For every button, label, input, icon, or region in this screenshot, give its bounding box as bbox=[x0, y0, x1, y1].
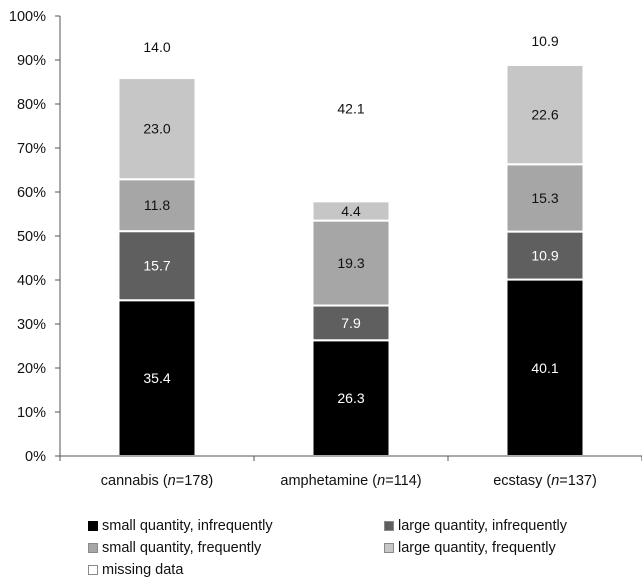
y-tick-label: 50% bbox=[17, 229, 46, 245]
y-tick-label: 90% bbox=[17, 53, 46, 69]
bar-segment bbox=[117, 230, 197, 302]
bar-segment bbox=[311, 304, 391, 342]
data-label: 42.1 bbox=[337, 101, 364, 117]
legend-item-missing-data: missing data bbox=[88, 560, 183, 580]
bar-segment bbox=[117, 15, 197, 80]
bar-segment bbox=[505, 15, 585, 66]
legend-item-small-infrequently: small quantity, infrequently bbox=[88, 516, 273, 536]
data-label: 15.7 bbox=[143, 258, 170, 274]
legend-label: missing data bbox=[102, 562, 184, 578]
y-tick-label: 80% bbox=[17, 97, 46, 113]
data-label: 19.3 bbox=[337, 255, 364, 271]
data-label: 4.4 bbox=[341, 203, 361, 219]
x-tick-label: cannabis (n=178) bbox=[101, 473, 213, 489]
data-label: 7.9 bbox=[341, 315, 361, 331]
y-tick-label: 70% bbox=[17, 141, 46, 157]
data-label: 10.9 bbox=[531, 248, 558, 264]
y-tick-label: 40% bbox=[17, 273, 46, 289]
x-tick-label: ecstasy (n=137) bbox=[493, 473, 597, 489]
legend-swatch bbox=[88, 521, 98, 531]
bar-segment bbox=[311, 339, 391, 457]
y-tick-label: 60% bbox=[17, 185, 46, 201]
bar-segment bbox=[505, 63, 585, 166]
legend-item-large-infrequently: large quantity, infrequently bbox=[384, 516, 567, 536]
legend-label: small quantity, frequently bbox=[102, 540, 262, 556]
legend-item-small-frequently: small quantity, frequently bbox=[88, 538, 261, 558]
legend-swatch bbox=[88, 543, 98, 553]
y-tick-label: 0% bbox=[25, 449, 46, 465]
y-tick-label: 100% bbox=[9, 9, 46, 25]
data-label: 14.0 bbox=[143, 39, 170, 55]
bar-segment bbox=[117, 77, 197, 181]
data-label: 10.9 bbox=[531, 33, 558, 49]
stacked-bar-chart: 35.4 15.7 11.8 23.0 14.0 cannabis (n=178) 26.3… bbox=[9, 9, 642, 489]
bar-segment bbox=[117, 299, 197, 457]
data-label: 26.3 bbox=[337, 390, 364, 406]
data-label: 40.1 bbox=[531, 360, 558, 376]
bar-segment bbox=[311, 15, 391, 203]
legend-label: large quantity, frequently bbox=[398, 540, 556, 556]
bar-segment bbox=[311, 219, 391, 307]
legend-item-large-frequently: large quantity, frequently bbox=[384, 538, 556, 558]
legend-label: large quantity, infrequently bbox=[398, 518, 568, 534]
bar-segment bbox=[505, 163, 585, 233]
x-tick-label: amphetamine (n=114) bbox=[280, 473, 421, 489]
data-label: 11.8 bbox=[144, 197, 170, 213]
data-label: 23.0 bbox=[143, 121, 170, 137]
legend-swatch bbox=[384, 543, 394, 553]
data-label: 22.6 bbox=[531, 107, 558, 123]
legend: small quantity, infrequently large quant… bbox=[88, 516, 628, 582]
legend-swatch bbox=[384, 521, 394, 531]
legend-swatch bbox=[88, 565, 98, 575]
legend-label: small quantity, infrequently bbox=[102, 518, 273, 534]
y-tick-label: 10% bbox=[17, 405, 46, 421]
data-label: 15.3 bbox=[531, 190, 558, 206]
y-tick-label: 30% bbox=[17, 317, 46, 333]
y-tick-label: 20% bbox=[17, 361, 46, 377]
bar-segment bbox=[505, 230, 585, 281]
data-label: 35.4 bbox=[143, 370, 170, 386]
